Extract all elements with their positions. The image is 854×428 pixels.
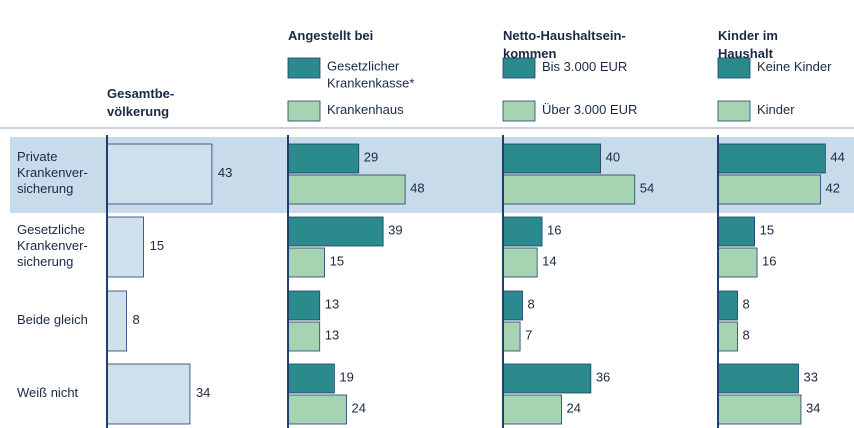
legend-label: Bis 3.000 EUR xyxy=(542,59,627,74)
category-label: Beide gleich xyxy=(17,312,88,327)
bar xyxy=(717,247,758,278)
bar xyxy=(502,290,523,321)
value-label: 16 xyxy=(547,223,561,238)
value-label: 40 xyxy=(606,150,620,165)
value-label: 14 xyxy=(542,254,556,269)
bar xyxy=(502,216,543,247)
value-label: 24 xyxy=(567,401,581,416)
legend-swatch xyxy=(717,100,751,122)
value-label: 16 xyxy=(762,254,776,269)
bar xyxy=(106,143,213,205)
value-label: 48 xyxy=(410,181,424,196)
legend-label: Kinder xyxy=(757,102,795,117)
value-label: 8 xyxy=(133,312,140,327)
bar xyxy=(717,363,799,394)
panel-title: Kinder im Haushalt xyxy=(718,28,778,61)
category-label: Private Krankenver-sicherung xyxy=(17,149,88,196)
bar xyxy=(287,321,321,352)
bar xyxy=(287,290,321,321)
bar xyxy=(717,394,802,425)
value-label: 29 xyxy=(364,150,378,165)
legend-label: Krankenhaus xyxy=(327,102,404,117)
panel-title: Gesamtbe-völkerung xyxy=(107,86,174,119)
bar xyxy=(106,290,127,352)
value-label: 34 xyxy=(806,401,820,416)
category-label: Weiß nicht xyxy=(17,385,79,400)
bar xyxy=(287,143,360,174)
value-label: 42 xyxy=(825,181,839,196)
bar xyxy=(717,143,826,174)
legend-swatch xyxy=(502,100,536,122)
value-label: 39 xyxy=(388,223,402,238)
value-label: 7 xyxy=(525,328,532,343)
bar xyxy=(106,363,191,425)
legend-swatch xyxy=(717,57,751,79)
value-label: 15 xyxy=(330,254,344,269)
bar xyxy=(502,174,636,205)
bar xyxy=(287,174,406,205)
panel-title: Angestellt bei xyxy=(288,28,373,43)
bar xyxy=(502,321,521,352)
value-label: 44 xyxy=(830,150,844,165)
bar xyxy=(717,174,821,205)
value-label: 8 xyxy=(528,297,535,312)
value-label: 13 xyxy=(325,297,339,312)
value-label: 8 xyxy=(743,328,750,343)
bar xyxy=(287,247,325,278)
value-label: 13 xyxy=(325,328,339,343)
panel-title: Netto-Haushaltsein-kommen xyxy=(503,28,626,61)
value-label: 54 xyxy=(640,181,654,196)
bar xyxy=(502,247,538,278)
value-label: 15 xyxy=(150,238,164,253)
legend-swatch xyxy=(502,57,536,79)
bar xyxy=(717,321,738,352)
legend-swatch xyxy=(287,100,321,122)
bar xyxy=(717,216,755,247)
category-label: Gesetzliche Krankenver-sicherung xyxy=(17,222,88,269)
bar xyxy=(502,394,562,425)
bar xyxy=(502,143,601,174)
value-label: 36 xyxy=(596,370,610,385)
legend-label: Gesetzlicher Krankenkasse* xyxy=(327,59,414,91)
bar xyxy=(502,363,592,394)
value-label: 19 xyxy=(339,370,353,385)
bar xyxy=(287,216,384,247)
legend-label: Über 3.000 EUR xyxy=(542,102,637,117)
value-label: 33 xyxy=(804,370,818,385)
legend-label: Keine Kinder xyxy=(757,59,832,74)
value-label: 8 xyxy=(743,297,750,312)
legend-swatch xyxy=(287,57,321,79)
value-label: 24 xyxy=(352,401,366,416)
bar xyxy=(717,290,738,321)
bar xyxy=(287,394,347,425)
value-label: 43 xyxy=(218,165,232,180)
bar xyxy=(287,363,335,394)
value-label: 34 xyxy=(196,385,210,400)
value-label: 15 xyxy=(760,223,774,238)
bar xyxy=(106,216,144,278)
